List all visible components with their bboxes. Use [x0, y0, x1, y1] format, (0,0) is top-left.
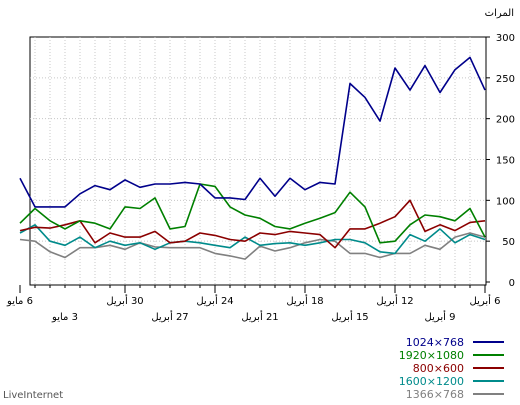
- y-tick-label: 200: [496, 115, 515, 126]
- x-tick-label: 27 أبريل: [151, 310, 188, 323]
- x-tick-label: 15 أبريل: [331, 310, 368, 323]
- y-tick-label: 0: [509, 278, 515, 289]
- x-tick-label: 24 أبريل: [196, 294, 233, 307]
- y-tick-label: 150: [496, 156, 515, 167]
- y-axis-ticks: 0 50 100 150 200 250 300: [486, 33, 515, 289]
- legend-label: 1024×768: [406, 336, 464, 349]
- y-tick-label: 250: [496, 74, 515, 85]
- x-axis-ticks: 6 أبريل 12 أبريل 18 أبريل 24 أبريل 30 أبريل 6…: [6, 285, 501, 323]
- series-line-1920-1080: [19, 183, 486, 244]
- y-tick-label: 300: [496, 33, 515, 44]
- x-tick-label: 21 أبريل: [241, 310, 278, 323]
- series-line-800-600: [19, 199, 486, 249]
- y-tick-label: 50: [502, 237, 515, 248]
- grid: [30, 37, 486, 285]
- legend-label: 1600×1200: [399, 375, 464, 388]
- x-tick-label: 6 أبريل: [470, 294, 501, 307]
- y-tick-label: 100: [496, 196, 515, 207]
- legend-label: 800×600: [413, 362, 464, 375]
- y-axis-title: المرات: [485, 8, 514, 19]
- legend-label: 1920×1080: [399, 349, 464, 362]
- footer-brand: LiveInternet: [3, 390, 63, 401]
- series-line-1600-1200: [19, 224, 486, 255]
- x-tick-label: 12 أبريل: [376, 294, 413, 307]
- legend: 1024×7681920×1080800×6001600×12001366×76…: [399, 336, 504, 401]
- legend-label: 1366×768: [406, 388, 464, 401]
- x-tick-label: 6 مايو: [6, 296, 33, 307]
- x-tick-label: 3 مايو: [51, 312, 78, 323]
- x-tick-label: 9 أبريل: [425, 310, 456, 323]
- x-tick-label: 18 أبريل: [286, 294, 323, 307]
- series-line-1024-768: [19, 56, 486, 208]
- x-tick-label: 30 أبريل: [106, 294, 143, 307]
- series-lines: [19, 56, 486, 260]
